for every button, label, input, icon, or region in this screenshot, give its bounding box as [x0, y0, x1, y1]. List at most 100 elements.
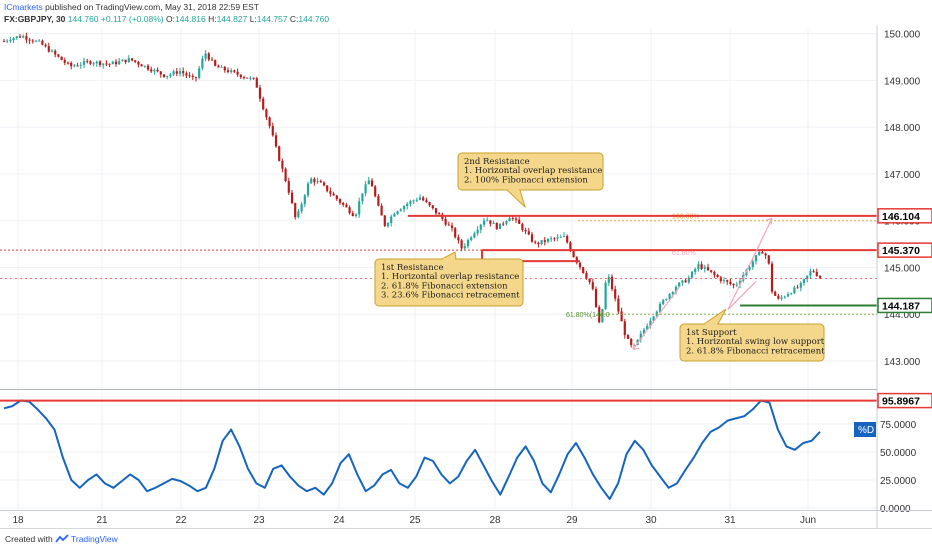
candle-body [684, 280, 687, 283]
stochastic-label-box [854, 422, 876, 437]
candle-body [47, 46, 50, 52]
x-tick-label: 21 [96, 515, 108, 526]
price-pane[interactable]: 100.00% 61.80% 61.80%(144.0 [0, 32, 877, 350]
candle-body [649, 320, 652, 327]
price-tick-label: 149.000 [884, 76, 921, 87]
candle-body [735, 284, 738, 286]
open-label: O: [165, 14, 175, 24]
publisher-name[interactable]: ICmarkets [4, 2, 43, 12]
candle-body [415, 199, 418, 201]
publish-info: ICmarkets published on TradingView.com, … [4, 2, 259, 12]
tradingview-brand[interactable]: TradingView [71, 534, 118, 544]
candle-body [786, 294, 790, 297]
candle-body [780, 297, 783, 299]
candle-body [489, 220, 492, 224]
candle-body [460, 240, 463, 249]
stochastic-level-tag[interactable]: 95.8967 [882, 396, 920, 408]
candle-body [86, 61, 89, 63]
candle-body [329, 191, 332, 194]
projection-arrowhead [765, 217, 773, 225]
candle-body [159, 71, 162, 75]
symbol-label[interactable]: FX:GBPJPY, 30 [4, 14, 66, 24]
candle-body [121, 59, 124, 62]
candle-body [578, 262, 582, 268]
candle-body [601, 309, 604, 323]
price-tick-label: 150.000 [884, 30, 921, 41]
candle-body [146, 65, 150, 70]
candle-body [370, 180, 374, 187]
candle-body [444, 218, 447, 225]
candle-body [390, 216, 393, 224]
grid [0, 29, 877, 509]
resistance-2-price-tag[interactable]: 146.104 [882, 211, 920, 223]
stochastic-pane[interactable]: %D [0, 399, 877, 500]
candle-body [223, 66, 226, 71]
candle-body [409, 201, 412, 204]
candle-body [719, 277, 722, 282]
candle-body [633, 344, 636, 346]
candle-body [812, 271, 815, 273]
x-tick-label: 30 [645, 515, 657, 526]
candle-body [569, 242, 572, 252]
candle-body [210, 59, 214, 61]
candle-body [508, 218, 511, 222]
candle-body [418, 197, 422, 200]
x-tick-label: 18 [12, 515, 24, 526]
candle-body [233, 70, 236, 72]
candle-body [607, 276, 610, 283]
candle-body [169, 74, 172, 76]
candle-body [559, 236, 562, 238]
candle-body [815, 271, 818, 276]
candle-body [313, 178, 316, 183]
resistance-1-price-tag[interactable]: 145.370 [882, 245, 920, 257]
candle-body [374, 186, 377, 197]
candle-body [249, 77, 252, 79]
candle-body [566, 235, 569, 243]
candle-body [466, 239, 470, 247]
support-1-price-tag[interactable]: 144.187 [882, 300, 920, 312]
candle-body [364, 184, 367, 194]
candle-body [767, 255, 770, 264]
candle-body [396, 211, 399, 214]
candle-body [114, 61, 118, 65]
candle-body [799, 282, 802, 288]
candle-body [102, 63, 105, 65]
candle-body [172, 71, 175, 75]
x-tick-label: 23 [253, 515, 265, 526]
candle-body [287, 181, 290, 193]
candle-body [690, 271, 694, 278]
candle-body [76, 65, 79, 67]
candle-body [505, 221, 508, 224]
candle-body [54, 50, 57, 55]
candle-body [658, 303, 662, 312]
candle-body [687, 277, 690, 283]
close-value: 144.760 [298, 14, 330, 24]
candle-body [809, 271, 812, 276]
candle-body [438, 213, 441, 215]
candle-body [710, 270, 713, 272]
resistance-1-price-tag-box [877, 242, 932, 258]
candle-body [380, 205, 383, 216]
low-value: 144.757 [256, 14, 288, 24]
stoch-tick-label: 25.0000 [880, 476, 917, 487]
candle-body [124, 59, 127, 63]
candle-body [553, 238, 556, 240]
stochastic-d-line[interactable] [3, 399, 821, 500]
x-tick-label: 29 [566, 515, 578, 526]
candle-body [316, 181, 319, 183]
candle-body [610, 276, 614, 290]
candle-body [543, 240, 546, 242]
chart-canvas[interactable]: 100.00% 61.80% 61.80%(144.0 %D 18 21 22 23 24 2… [0, 26, 932, 528]
candle-body [790, 293, 793, 295]
candle-body [9, 40, 12, 41]
candle-body [492, 222, 495, 224]
candle-body [73, 65, 76, 67]
annotation-line: 1. Horizontal overlap resistance [381, 272, 519, 282]
candle-body [262, 98, 265, 110]
candle-body [588, 278, 591, 283]
candle-body [639, 333, 642, 340]
